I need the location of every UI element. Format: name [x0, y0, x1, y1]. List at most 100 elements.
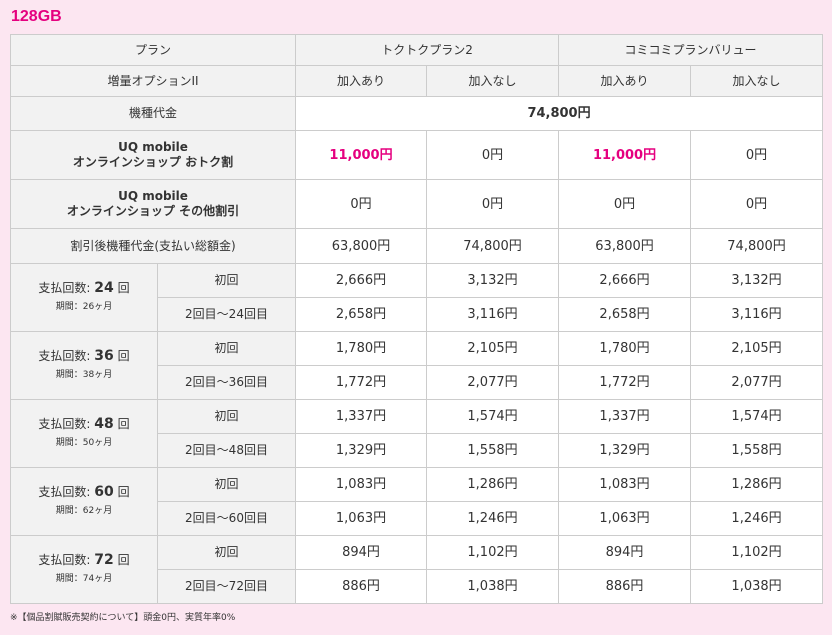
rest-payment-value: 3,116円	[691, 298, 823, 332]
rest-payment-value: 1,772円	[559, 366, 691, 400]
first-payment-label: 初回	[158, 400, 296, 434]
installment-period: 期間：26ヶ月	[11, 300, 157, 315]
installment-count: 24	[94, 280, 113, 296]
rest-payment-value: 2,077円	[691, 366, 823, 400]
installment-suffix: 回	[118, 281, 130, 295]
first-payment-value: 1,337円	[296, 400, 427, 434]
installment-prefix: 支払回数:	[38, 553, 90, 567]
plan-header-label: プラン	[11, 35, 296, 66]
discount1-label-line1: UQ mobile	[118, 140, 188, 154]
table-row: プラン トクトクプラン2 コミコミプランバリュー	[11, 35, 823, 66]
rest-payment-value: 1,558円	[691, 434, 823, 468]
discount2-value: 0円	[691, 180, 823, 229]
discount2-value: 0円	[559, 180, 691, 229]
device-price-value: 74,800円	[296, 97, 823, 131]
installment-suffix: 回	[118, 485, 130, 499]
installment-count: 72	[94, 552, 113, 568]
discount2-label-line2: オンラインショップ その他割引	[67, 204, 239, 218]
table-row: 機種代金 74,800円	[11, 97, 823, 131]
table-row: 支払回数: 72 回期間：74ヶ月 初回 894円 1,102円 894円 1,102円	[11, 536, 823, 570]
rest-payment-value: 1,558円	[427, 434, 559, 468]
first-payment-label: 初回	[158, 332, 296, 366]
rest-payment-label: 2回目〜24回目	[158, 298, 296, 332]
installment-count-label: 支払回数: 48 回期間：50ヶ月	[11, 400, 158, 468]
rest-payment-value: 1,063円	[296, 502, 427, 536]
option-with-header: 加入あり	[559, 66, 691, 97]
after-discount-value: 63,800円	[559, 229, 691, 264]
price-table: プラン トクトクプラン2 コミコミプランバリュー 増量オプションII 加入あり …	[10, 34, 823, 604]
installment-count-label: 支払回数: 60 回期間：62ヶ月	[11, 468, 158, 536]
discount1-value: 11,000円	[296, 131, 427, 180]
device-price-label: 機種代金	[11, 97, 296, 131]
first-payment-value: 2,666円	[559, 264, 691, 298]
installment-suffix: 回	[118, 417, 130, 431]
after-discount-value: 74,800円	[427, 229, 559, 264]
rest-payment-label: 2回目〜48回目	[158, 434, 296, 468]
rest-payment-value: 2,658円	[296, 298, 427, 332]
table-row: 割引後機種代金(支払い総額金) 63,800円 74,800円 63,800円 …	[11, 229, 823, 264]
rest-payment-value: 1,246円	[691, 502, 823, 536]
rest-payment-value: 1,038円	[427, 570, 559, 604]
rest-payment-value: 886円	[296, 570, 427, 604]
installment-period: 期間：62ヶ月	[11, 504, 157, 519]
rest-payment-label: 2回目〜36回目	[158, 366, 296, 400]
first-payment-value: 1,102円	[691, 536, 823, 570]
first-payment-value: 1,083円	[559, 468, 691, 502]
table-row: 支払回数: 24 回期間：26ヶ月 初回 2,666円 3,132円 2,666円 3,1…	[11, 264, 823, 298]
option-with-header: 加入あり	[296, 66, 427, 97]
installment-period: 期間：74ヶ月	[11, 572, 157, 587]
discount2-value: 0円	[427, 180, 559, 229]
rest-payment-value: 1,063円	[559, 502, 691, 536]
rest-payment-value: 2,077円	[427, 366, 559, 400]
table-row: 増量オプションII 加入あり 加入なし 加入あり 加入なし	[11, 66, 823, 97]
installment-count: 48	[94, 416, 113, 432]
rest-payment-value: 1,329円	[296, 434, 427, 468]
rest-payment-label: 2回目〜60回目	[158, 502, 296, 536]
installment-suffix: 回	[118, 553, 130, 567]
installment-count: 60	[94, 484, 113, 500]
first-payment-value: 3,132円	[427, 264, 559, 298]
rest-payment-label: 2回目〜72回目	[158, 570, 296, 604]
table-row: 支払回数: 36 回期間：38ヶ月 初回 1,780円 2,105円 1,780円 2,1…	[11, 332, 823, 366]
rest-payment-value: 1,038円	[691, 570, 823, 604]
installment-count-label: 支払回数: 24 回期間：26ヶ月	[11, 264, 158, 332]
table-row: 支払回数: 48 回期間：50ヶ月 初回 1,337円 1,574円 1,337円 1,5…	[11, 400, 823, 434]
installment-prefix: 支払回数:	[38, 485, 90, 499]
rest-payment-value: 1,772円	[296, 366, 427, 400]
first-payment-value: 3,132円	[691, 264, 823, 298]
first-payment-label: 初回	[158, 536, 296, 570]
installment-count: 36	[94, 348, 113, 364]
installment-prefix: 支払回数:	[38, 281, 90, 295]
page-title: 128GB	[11, 8, 62, 26]
first-payment-value: 1,337円	[559, 400, 691, 434]
rest-payment-value: 886円	[559, 570, 691, 604]
first-payment-value: 1,574円	[427, 400, 559, 434]
after-discount-value: 74,800円	[691, 229, 823, 264]
first-payment-value: 2,105円	[691, 332, 823, 366]
first-payment-value: 1,286円	[691, 468, 823, 502]
discount1-value: 0円	[691, 131, 823, 180]
rest-payment-value: 3,116円	[427, 298, 559, 332]
installment-prefix: 支払回数:	[38, 417, 90, 431]
first-payment-value: 894円	[296, 536, 427, 570]
table-row: UQ mobile オンラインショップ その他割引 0円 0円 0円 0円	[11, 180, 823, 229]
discount1-value: 0円	[427, 131, 559, 180]
rest-payment-value: 1,246円	[427, 502, 559, 536]
installment-period: 期間：50ヶ月	[11, 436, 157, 451]
discount2-value: 0円	[296, 180, 427, 229]
table-row: 支払回数: 60 回期間：62ヶ月 初回 1,083円 1,286円 1,083円 1,2…	[11, 468, 823, 502]
first-payment-value: 1,083円	[296, 468, 427, 502]
after-discount-label: 割引後機種代金(支払い総額金)	[11, 229, 296, 264]
after-discount-value: 63,800円	[296, 229, 427, 264]
first-payment-value: 1,286円	[427, 468, 559, 502]
first-payment-value: 2,666円	[296, 264, 427, 298]
plan2-header: コミコミプランバリュー	[559, 35, 823, 66]
rest-payment-value: 2,658円	[559, 298, 691, 332]
first-payment-value: 1,780円	[296, 332, 427, 366]
first-payment-label: 初回	[158, 264, 296, 298]
option-header-label: 増量オプションII	[11, 66, 296, 97]
table-row: UQ mobile オンラインショップ おトク割 11,000円 0円 11,0…	[11, 131, 823, 180]
installment-period: 期間：38ヶ月	[11, 368, 157, 383]
first-payment-value: 2,105円	[427, 332, 559, 366]
installment-suffix: 回	[118, 349, 130, 363]
